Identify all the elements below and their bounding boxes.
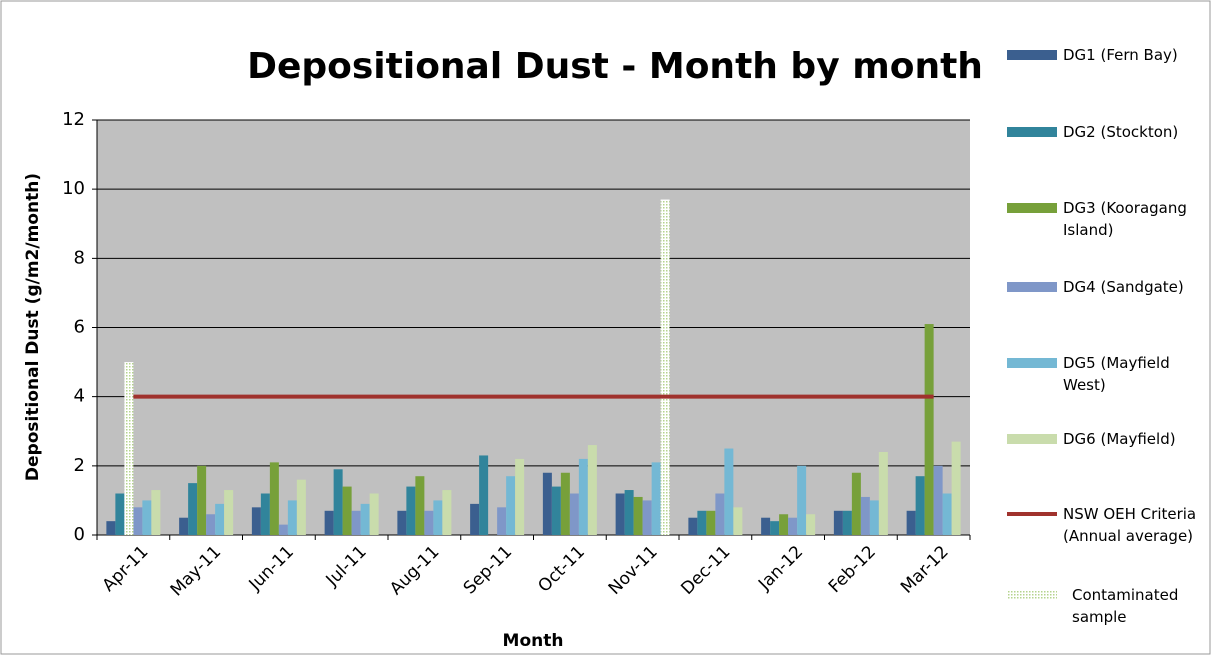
y-tick-label: 10 — [62, 178, 85, 199]
bar — [951, 441, 961, 535]
bar — [806, 514, 816, 535]
legend-swatch — [1007, 590, 1057, 600]
bar — [351, 510, 361, 535]
contaminated-bar — [660, 199, 670, 535]
bar — [651, 462, 661, 535]
bar — [433, 500, 443, 535]
bar — [296, 479, 306, 535]
bar — [260, 493, 270, 535]
bar — [915, 476, 925, 535]
bar — [397, 510, 407, 535]
x-axis-label: Month — [503, 631, 564, 651]
bar — [569, 493, 579, 535]
bar — [269, 462, 279, 535]
bar — [833, 510, 843, 535]
bar — [906, 510, 916, 535]
bar — [215, 503, 225, 535]
y-tick-label: 12 — [62, 109, 85, 130]
legend-swatch — [1007, 358, 1057, 368]
bar — [287, 500, 297, 535]
legend-label: Contaminated sample — [1072, 586, 1179, 626]
bar — [624, 490, 634, 535]
bar — [224, 490, 234, 535]
bar — [115, 493, 125, 535]
bar — [688, 517, 698, 535]
bar — [342, 486, 352, 535]
bar — [578, 458, 588, 535]
bar — [587, 445, 597, 535]
y-tick-label: 8 — [74, 247, 85, 268]
bar — [506, 476, 516, 535]
bar — [324, 510, 334, 535]
legend-swatch — [1007, 282, 1057, 292]
y-axis-label: Depositional Dust (g/m2/month) — [23, 173, 43, 481]
bar — [424, 510, 434, 535]
bar — [851, 472, 861, 535]
bar — [615, 493, 625, 535]
bar — [706, 510, 716, 535]
bar — [761, 517, 771, 535]
legend-label: DG1 (Fern Bay) — [1063, 46, 1178, 64]
bar — [251, 507, 261, 535]
bar — [797, 465, 807, 535]
bar — [633, 496, 643, 535]
legend-swatch — [1007, 434, 1057, 444]
bar — [197, 465, 207, 535]
bar — [106, 521, 116, 535]
bar — [770, 521, 780, 535]
bar — [924, 324, 934, 535]
bar — [188, 483, 198, 535]
bar — [415, 476, 425, 535]
legend-label: NSW OEH Criteria (Annual average) — [1063, 505, 1197, 545]
bar — [479, 455, 489, 535]
legend-label: DG2 (Stockton) — [1063, 123, 1179, 141]
bar — [869, 500, 879, 535]
legend-swatch — [1007, 50, 1057, 60]
bar — [151, 490, 161, 535]
bar — [179, 517, 189, 535]
bar — [442, 490, 452, 535]
bar — [551, 486, 561, 535]
bar — [142, 500, 152, 535]
bar — [933, 465, 943, 535]
bar — [860, 496, 870, 535]
y-tick-label: 6 — [74, 317, 85, 338]
bar — [733, 507, 743, 535]
bar — [470, 503, 480, 535]
legend-swatch — [1007, 127, 1057, 137]
bar — [515, 458, 525, 535]
y-tick-label: 2 — [74, 455, 85, 476]
bar — [369, 493, 379, 535]
bar — [715, 493, 725, 535]
bar — [878, 452, 888, 535]
bar — [406, 486, 416, 535]
bar — [542, 472, 552, 535]
bar — [788, 517, 798, 535]
bar — [697, 510, 707, 535]
bar — [942, 493, 952, 535]
contaminated-bar — [124, 362, 134, 535]
chart-title: Depositional Dust - Month by month — [247, 46, 983, 87]
bar — [133, 507, 143, 535]
bar — [497, 507, 507, 535]
y-tick-label: 0 — [74, 524, 85, 545]
bar — [360, 503, 370, 535]
bar — [642, 500, 652, 535]
bar — [560, 472, 570, 535]
bar — [278, 524, 288, 535]
legend-label: DG6 (Mayfield) — [1063, 430, 1176, 448]
legend-label: DG3 (Kooragang Island) — [1063, 199, 1187, 239]
legend-swatch — [1007, 203, 1057, 213]
bar — [206, 514, 216, 535]
legend-label: DG4 (Sandgate) — [1063, 278, 1184, 296]
legend-label: DG5 (Mayfield West) — [1063, 354, 1170, 394]
bar — [842, 510, 852, 535]
bar — [779, 514, 789, 535]
y-tick-label: 4 — [74, 386, 85, 407]
bar — [333, 469, 343, 535]
bar — [724, 448, 734, 535]
